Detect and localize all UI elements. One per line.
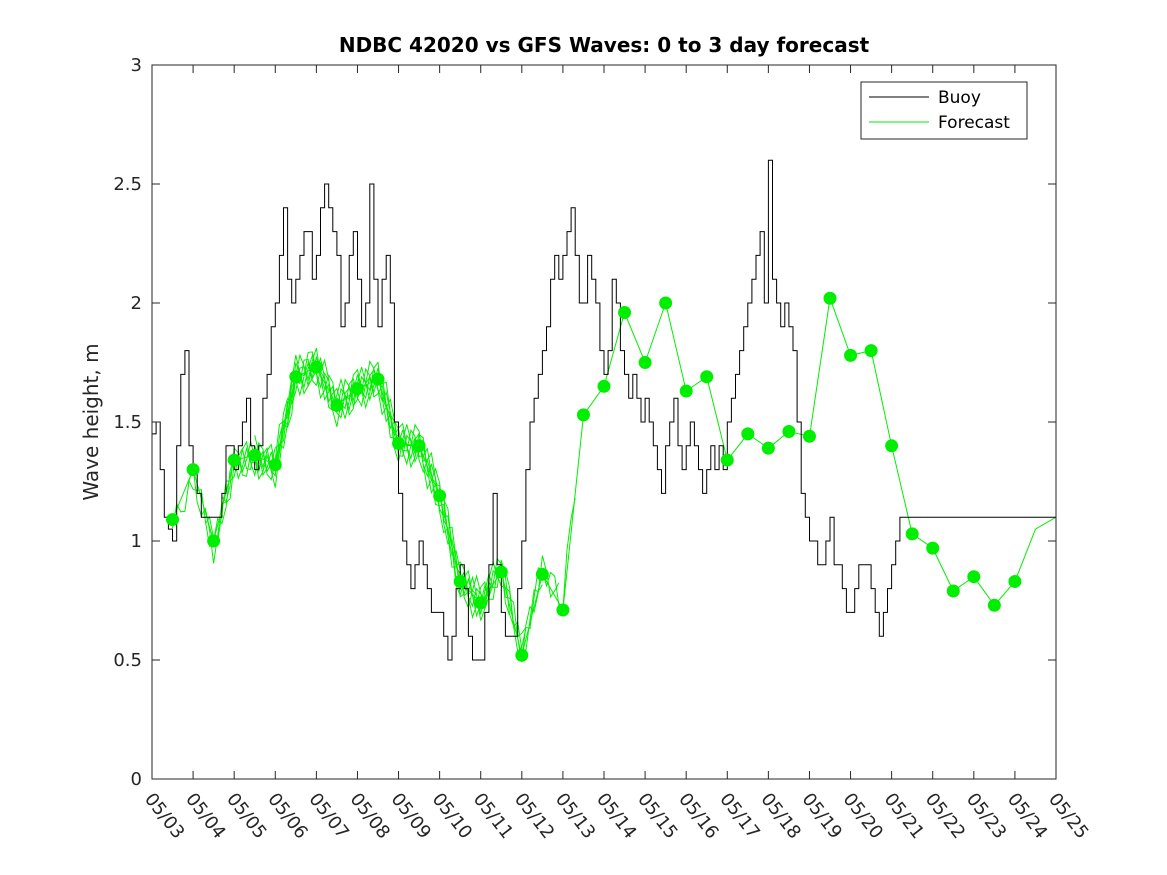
analysis-point (289, 370, 303, 384)
analysis-point (987, 598, 1001, 612)
analysis-point (700, 370, 714, 384)
analysis-point (474, 596, 488, 610)
analysis-point (946, 584, 960, 598)
analysis-point (905, 527, 919, 541)
y-tick-label: 3 (131, 55, 142, 76)
analysis-point (720, 453, 734, 467)
analysis-points (166, 291, 1022, 662)
legend-label-buoy: Buoy (938, 88, 981, 108)
analysis-point (494, 565, 508, 579)
analysis-point (576, 408, 590, 422)
analysis-point (350, 382, 364, 396)
analysis-point (515, 648, 529, 662)
y-tick-label: 0 (131, 769, 142, 790)
analysis-point (761, 441, 775, 455)
analysis-point (926, 541, 940, 555)
analysis-point (823, 291, 837, 305)
analysis-point (186, 463, 200, 477)
y-axis-label: Wave height, m (79, 343, 103, 500)
analysis-point (371, 372, 385, 386)
analysis-point (535, 567, 549, 581)
analysis-point (679, 384, 693, 398)
analysis-point (433, 489, 447, 503)
analysis-point (864, 344, 878, 358)
y-tick-label: 1.5 (113, 412, 142, 433)
analysis-point (392, 436, 406, 450)
forecast-line (237, 356, 543, 652)
y-tick-label: 2.5 (113, 174, 142, 195)
analysis-point (844, 348, 858, 362)
analysis-point (556, 603, 570, 617)
y-tick-label: 1 (131, 531, 142, 552)
y-axis: 0 0.5 1 1.5 2 2.5 3 (113, 55, 1056, 790)
y-tick-label: 2 (131, 293, 142, 314)
analysis-point (227, 453, 241, 467)
analysis-point (268, 458, 282, 472)
buoy-series-line (152, 159, 1056, 661)
analysis-point (741, 427, 755, 441)
forecast-line (172, 298, 1057, 656)
legend-label-forecast: Forecast (938, 113, 1010, 133)
chart-title: NDBC 42020 vs GFS Waves: 0 to 3 day fore… (339, 33, 870, 57)
analysis-point (885, 439, 899, 453)
analysis-point (597, 379, 611, 393)
analysis-point (967, 570, 981, 584)
analysis-point (802, 429, 816, 443)
analysis-point (330, 398, 344, 412)
plot-area (151, 64, 1057, 780)
analysis-point (412, 439, 426, 453)
buoy-line (152, 159, 1056, 661)
analysis-point (1008, 574, 1022, 588)
legend: Buoy Forecast (860, 81, 1028, 140)
analysis-point (166, 513, 180, 527)
analysis-point (638, 356, 652, 369)
analysis-point (782, 425, 796, 439)
analysis-point (207, 534, 221, 548)
analysis-point (659, 296, 673, 310)
y-tick-label: 0.5 (113, 650, 142, 671)
legend-box (860, 81, 1028, 140)
analysis-point (248, 448, 262, 462)
analysis-point (453, 574, 467, 588)
axes-box (151, 64, 1057, 780)
analysis-point (309, 360, 323, 374)
analysis-point (618, 306, 632, 320)
